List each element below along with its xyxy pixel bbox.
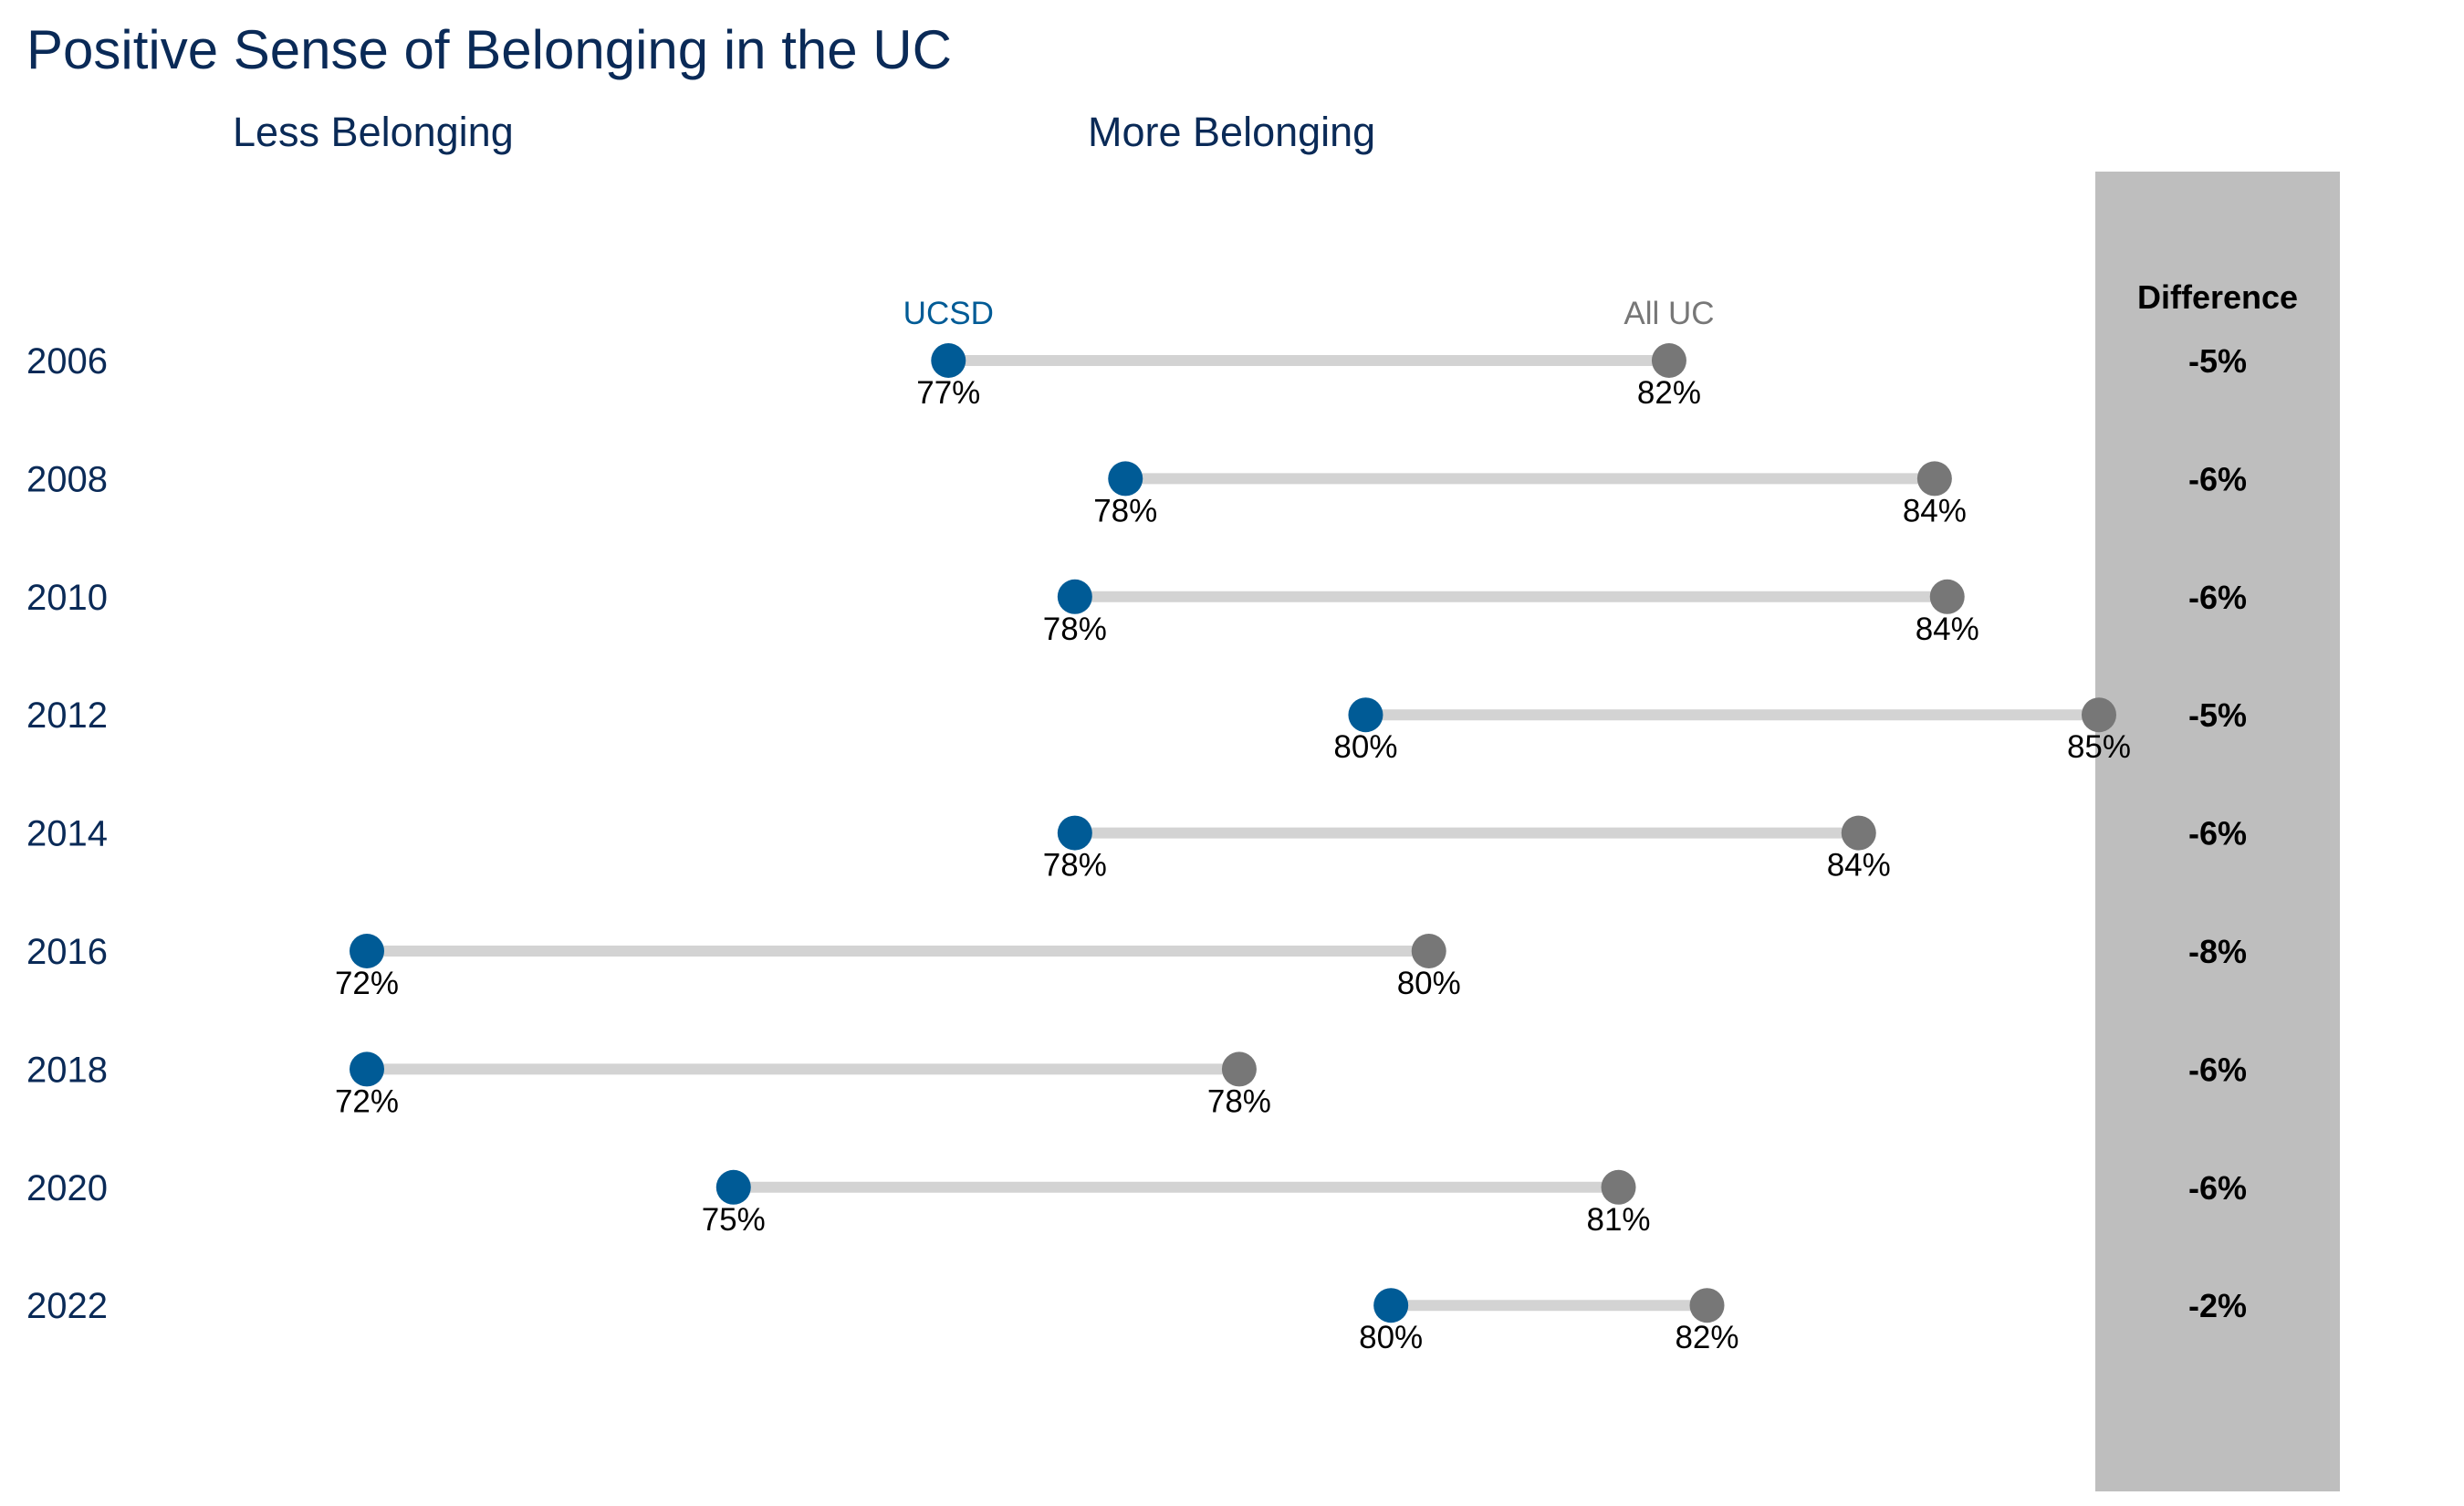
difference-value: -5% <box>2188 342 2247 380</box>
ucsd-value-label: 72% <box>335 966 399 1001</box>
difference-value: -6% <box>2188 579 2247 616</box>
difference-value: -2% <box>2188 1287 2247 1324</box>
ucsd-value-label: 80% <box>1359 1320 1423 1355</box>
all-uc-value-label: 84% <box>1903 493 1967 528</box>
year-label: 2010 <box>26 578 108 618</box>
all-uc-point <box>1651 343 1686 378</box>
ucsd-value-label: 78% <box>1043 612 1107 647</box>
year-label: 2018 <box>26 1050 108 1090</box>
year-label: 2012 <box>26 695 108 736</box>
less-belonging-label: Less Belonging <box>233 109 514 155</box>
year-label: 2016 <box>26 932 108 972</box>
all-uc-series-label: All UC <box>1624 296 1714 331</box>
ucsd-point <box>350 1051 384 1087</box>
all-uc-point <box>1601 1169 1636 1205</box>
all-uc-point <box>1221 1051 1257 1087</box>
all-uc-point <box>1689 1288 1725 1323</box>
ucsd-value-label: 78% <box>1043 848 1107 884</box>
all-uc-point <box>2081 697 2116 733</box>
difference-panel <box>2095 172 2340 1491</box>
row-2014: 2014 78% 84% -6% <box>26 814 2247 884</box>
row-2012: 2012 80% 85% -5% <box>26 695 2247 765</box>
all-uc-value-label: 84% <box>1827 848 1891 884</box>
all-uc-value-label: 82% <box>1675 1320 1738 1355</box>
ucsd-point <box>1348 697 1383 733</box>
difference-value: -8% <box>2188 933 2247 970</box>
ucsd-value-label: 78% <box>1093 493 1157 528</box>
difference-value: -5% <box>2188 696 2247 734</box>
row-2020: 2020 75% 81% -6% <box>26 1168 2247 1238</box>
year-label: 2014 <box>26 814 108 854</box>
ucsd-point <box>1373 1288 1409 1323</box>
ucsd-value-label: 77% <box>916 375 980 411</box>
difference-value: -6% <box>2188 1051 2247 1088</box>
ucsd-series-label: UCSD <box>903 296 994 331</box>
all-uc-value-label: 85% <box>2067 729 2131 765</box>
ucsd-point <box>350 934 384 968</box>
ucsd-point <box>1108 461 1143 497</box>
row-2016: 2016 72% 80% -8% <box>26 932 2247 1001</box>
year-label: 2008 <box>26 459 108 499</box>
row-2018: 2018 72% 78% -6% <box>26 1050 2247 1119</box>
row-2006: 2006 77% 82% -5% <box>26 341 2247 411</box>
ucsd-point <box>1057 579 1092 614</box>
row-2008: 2008 78% 84% -6% <box>26 459 2247 528</box>
all-uc-point <box>1916 461 1952 497</box>
row-2022: 2022 80% 82% -2% <box>26 1286 2247 1355</box>
difference-value: -6% <box>2188 1169 2247 1207</box>
more-belonging-label: More Belonging <box>1088 109 1375 155</box>
ucsd-point <box>1057 815 1092 851</box>
all-uc-point <box>1841 815 1876 851</box>
ucsd-value-label: 75% <box>702 1202 766 1238</box>
year-label: 2020 <box>26 1168 108 1208</box>
all-uc-value-label: 84% <box>1916 612 1979 647</box>
difference-header: Difference <box>2137 278 2298 316</box>
all-uc-value-label: 81% <box>1586 1202 1650 1238</box>
difference-value: -6% <box>2188 815 2247 852</box>
ucsd-point <box>931 343 966 378</box>
difference-value: -6% <box>2188 460 2247 497</box>
all-uc-point <box>1929 579 1965 614</box>
chart-title: Positive Sense of Belonging in the UC <box>26 19 952 80</box>
all-uc-value-label: 80% <box>1397 966 1461 1001</box>
year-label: 2006 <box>26 341 108 382</box>
ucsd-value-label: 80% <box>1333 729 1397 765</box>
all-uc-point <box>1411 934 1446 968</box>
ucsd-value-label: 72% <box>335 1083 399 1119</box>
year-label: 2022 <box>26 1286 108 1326</box>
all-uc-value-label: 82% <box>1637 375 1701 411</box>
all-uc-value-label: 78% <box>1207 1083 1271 1119</box>
ucsd-point <box>715 1169 751 1205</box>
row-2010: 2010 78% 84% -6% <box>26 578 2247 647</box>
